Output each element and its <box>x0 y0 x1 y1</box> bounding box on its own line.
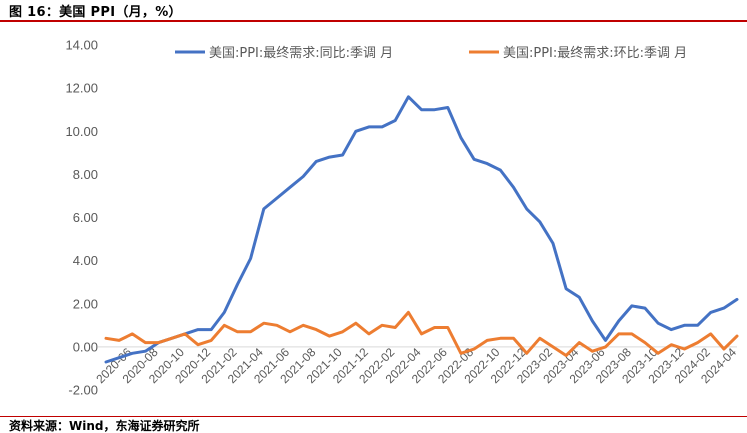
series-layer <box>104 95 739 364</box>
series-line-yoy <box>104 95 739 364</box>
y-tick-label: 6.00 <box>73 210 98 225</box>
y-tick-label: 10.00 <box>65 124 98 139</box>
series-line-mom <box>104 310 739 357</box>
y-axis: -2.00 0.00 2.00 4.00 6.00 8.00 10.00 12.00 14.00 <box>65 38 98 398</box>
legend-label: 美国:PPI:最终需求:环比:季调 月 <box>503 45 687 61</box>
y-tick-label: 2.00 <box>73 296 98 311</box>
legend: 美国:PPI:最终需求:同比:季调 月 美国:PPI:最终需求:环比:季调 月 <box>175 45 687 61</box>
y-tick-label: 0.00 <box>73 339 98 354</box>
y-tick-label: 4.00 <box>73 253 98 268</box>
figure-title: 图 16：美国 PPI（月，%） <box>9 5 182 20</box>
source-rule <box>0 416 747 417</box>
line-chart: -2.00 0.00 2.00 4.00 6.00 8.00 10.00 12.00 14.00… <box>65 38 739 398</box>
y-tick-label: 14.00 <box>65 38 98 53</box>
x-axis: 2020-062020-082020-102020-122021-022021-… <box>93 345 739 386</box>
legend-label: 美国:PPI:最终需求:同比:季调 月 <box>209 45 393 61</box>
title-rule <box>0 20 747 22</box>
y-tick-label: 12.00 <box>65 81 98 96</box>
y-tick-label: 8.00 <box>73 167 98 182</box>
y-tick-label: -2.00 <box>68 383 98 398</box>
source-note: 资料来源：Wind，东海证券研究所 <box>9 419 200 433</box>
